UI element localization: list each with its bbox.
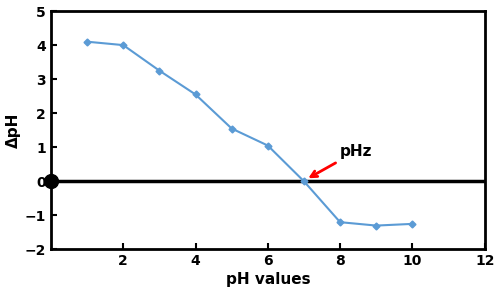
Y-axis label: ΔpH: ΔpH — [6, 113, 20, 148]
X-axis label: pH values: pH values — [226, 272, 310, 287]
Text: pHz: pHz — [311, 144, 372, 177]
